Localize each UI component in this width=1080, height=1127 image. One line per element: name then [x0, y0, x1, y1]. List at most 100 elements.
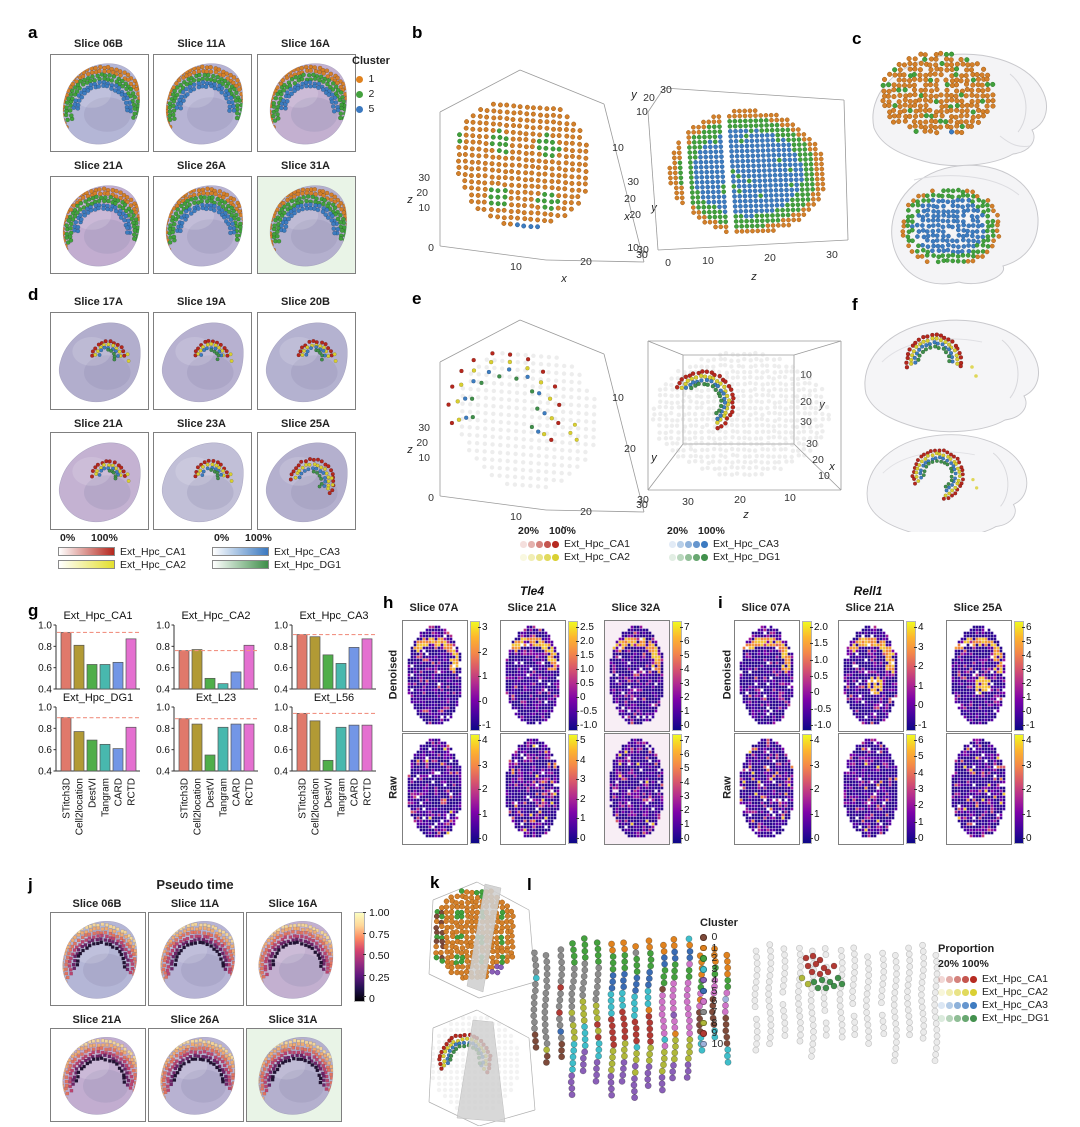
l-proportion-dot [954, 989, 961, 996]
cbar-raw-0-402-mark [478, 764, 481, 766]
l-proportion-dot [946, 989, 953, 996]
cbar-denoised-2-402-mark [680, 641, 683, 642]
cbar-raw-2-734-mark [1022, 838, 1025, 839]
cbar-denoised-2-402-tick: 3 [684, 678, 690, 689]
cbar-denoised-0-734-mark [810, 725, 813, 726]
l-proportion-label: Ext_Hpc_DG1 [982, 1012, 1050, 1024]
l-proportion-row: Ext_Hpc_CA2 [938, 987, 1048, 998]
svg-text:RCTD: RCTD [363, 778, 374, 806]
svg-text:0.4: 0.4 [38, 685, 52, 696]
svg-text:0.6: 0.6 [156, 663, 170, 674]
cbar-denoised-2-734-tick: 2 [1026, 678, 1032, 689]
l-proportion-row: Ext_Hpc_CA1 [938, 974, 1048, 985]
heat-denoised-1-heatmap [843, 625, 898, 725]
l-proportion-dot [970, 989, 977, 996]
svg-text:1.0: 1.0 [156, 703, 170, 714]
svg-text:1.0: 1.0 [274, 621, 288, 632]
svg-text:20: 20 [416, 187, 428, 199]
svg-text:Cell2location: Cell2location [311, 778, 322, 835]
l-cluster-swatch [700, 1008, 707, 1016]
heat-raw-2 [946, 733, 1012, 845]
proportion-label: Ext_Hpc_CA3 [713, 538, 779, 550]
cluster-legend-item: 5 [356, 104, 374, 115]
cbar-raw-1-402-tick: 3 [580, 774, 586, 786]
cbar-denoised-1-402-mark [576, 711, 579, 712]
proportion-dot [677, 541, 684, 548]
svg-text:20: 20 [734, 494, 746, 506]
svg-text:30: 30 [418, 422, 430, 434]
heat-denoised-2-title: Slice 32A [611, 602, 661, 614]
proportion-dot [536, 541, 543, 548]
cbar-denoised-1-402-tick: 1.5 [580, 650, 594, 661]
cluster-swatch [356, 90, 363, 98]
cbar-denoised-2-402-mark [680, 669, 683, 670]
proportion-label: Ext_Hpc_CA1 [564, 538, 630, 550]
cbar-denoised-0-734-mark [810, 659, 813, 661]
svg-text:DestVI: DestVI [88, 778, 99, 808]
proportion-label: Ext_Hpc_DG1 [713, 551, 781, 563]
cbar-denoised-1-734-tick: 1 [918, 680, 924, 692]
svg-text:30: 30 [800, 416, 812, 428]
cbar-raw-2-402-mark [680, 824, 683, 825]
cbar-denoised-0-402-tick: 2 [482, 646, 488, 658]
svg-text:20: 20 [764, 252, 776, 264]
cbar-raw-2-734-tick: 1 [1026, 808, 1032, 820]
pseudotime-tick: 0.75 [369, 928, 390, 941]
heat-denoised-1 [500, 620, 566, 732]
svg-text:y: y [650, 202, 658, 214]
svg-text:z: z [742, 509, 749, 521]
cbar-denoised-2-402-mark [680, 725, 683, 726]
cluster-label: 5 [368, 103, 375, 115]
svg-text:RCTD: RCTD [245, 778, 256, 806]
legend-scale-max: 100% [245, 532, 272, 544]
slice-j-4-image [160, 1037, 236, 1115]
legend-scale-max: 100% [549, 525, 576, 537]
slice-a-4-title: Slice 26A [177, 160, 226, 172]
slice-j-2-title: Slice 16A [268, 898, 318, 910]
heat-denoised-0-heatmap [407, 625, 462, 725]
cbar-raw-2-402-tick: 3 [684, 791, 690, 802]
svg-text:DestVI: DestVI [324, 778, 335, 808]
l-proportion-dot [938, 1015, 945, 1022]
cbar-denoised-2-402-mark [680, 711, 683, 712]
svg-text:0: 0 [428, 242, 434, 254]
cbar-raw-1-402-mark [576, 798, 579, 800]
slice-d-4 [153, 432, 252, 530]
svg-text:10: 10 [627, 242, 639, 254]
l-cluster-item: 8 [700, 1018, 723, 1029]
slice-a-4-image [165, 185, 243, 267]
heat-raw-0-heatmap [407, 738, 462, 838]
slice-dots [288, 457, 336, 496]
svg-text:10: 10 [418, 202, 430, 214]
cbar-raw-2-402-tick: 5 [684, 763, 690, 774]
l-cluster-swatch [700, 1030, 707, 1037]
l-cluster-label: 10 [711, 1037, 724, 1050]
slice-d-5 [257, 432, 356, 530]
slice-d-0-image [58, 322, 141, 402]
slice-dots [89, 459, 131, 483]
pseudotime-tick: 0 [369, 993, 375, 1005]
slice-a-1 [153, 54, 252, 152]
heat-denoised-2 [946, 620, 1012, 732]
cbar-denoised-2-734-tick: 3 [1026, 664, 1032, 675]
cbar-denoised-1-402-mark [576, 697, 579, 698]
proportion-dot [544, 554, 551, 561]
cbar-raw-0-402-tick: 0 [482, 833, 488, 844]
l-proportion-label: Ext_Hpc_CA3 [982, 999, 1048, 1011]
cbar-denoised-2-734-tick: 5 [1026, 636, 1032, 647]
svg-text:10: 10 [612, 142, 624, 154]
slice-a-5-title: Slice 31A [281, 160, 330, 172]
cbar-raw-1-734-mark [914, 772, 917, 774]
cbar-denoised-0-734-mark [810, 627, 813, 628]
cbar-denoised-0-402-mark [478, 676, 481, 677]
cbar-denoised-1-734 [906, 621, 916, 731]
proportion-label: Ext_Hpc_CA2 [564, 551, 630, 563]
proportion-dot [552, 541, 559, 548]
cbar-denoised-2-734-tick: 0 [1026, 706, 1032, 717]
l-cluster-item: 2 [700, 953, 723, 964]
l-proportion-dot [938, 1002, 945, 1009]
svg-text:x: x [560, 523, 567, 528]
svg-text:0: 0 [428, 492, 434, 504]
proportion-dot-row: Ext_Hpc_CA2 [520, 552, 630, 563]
panel-label-b: b [412, 23, 423, 42]
